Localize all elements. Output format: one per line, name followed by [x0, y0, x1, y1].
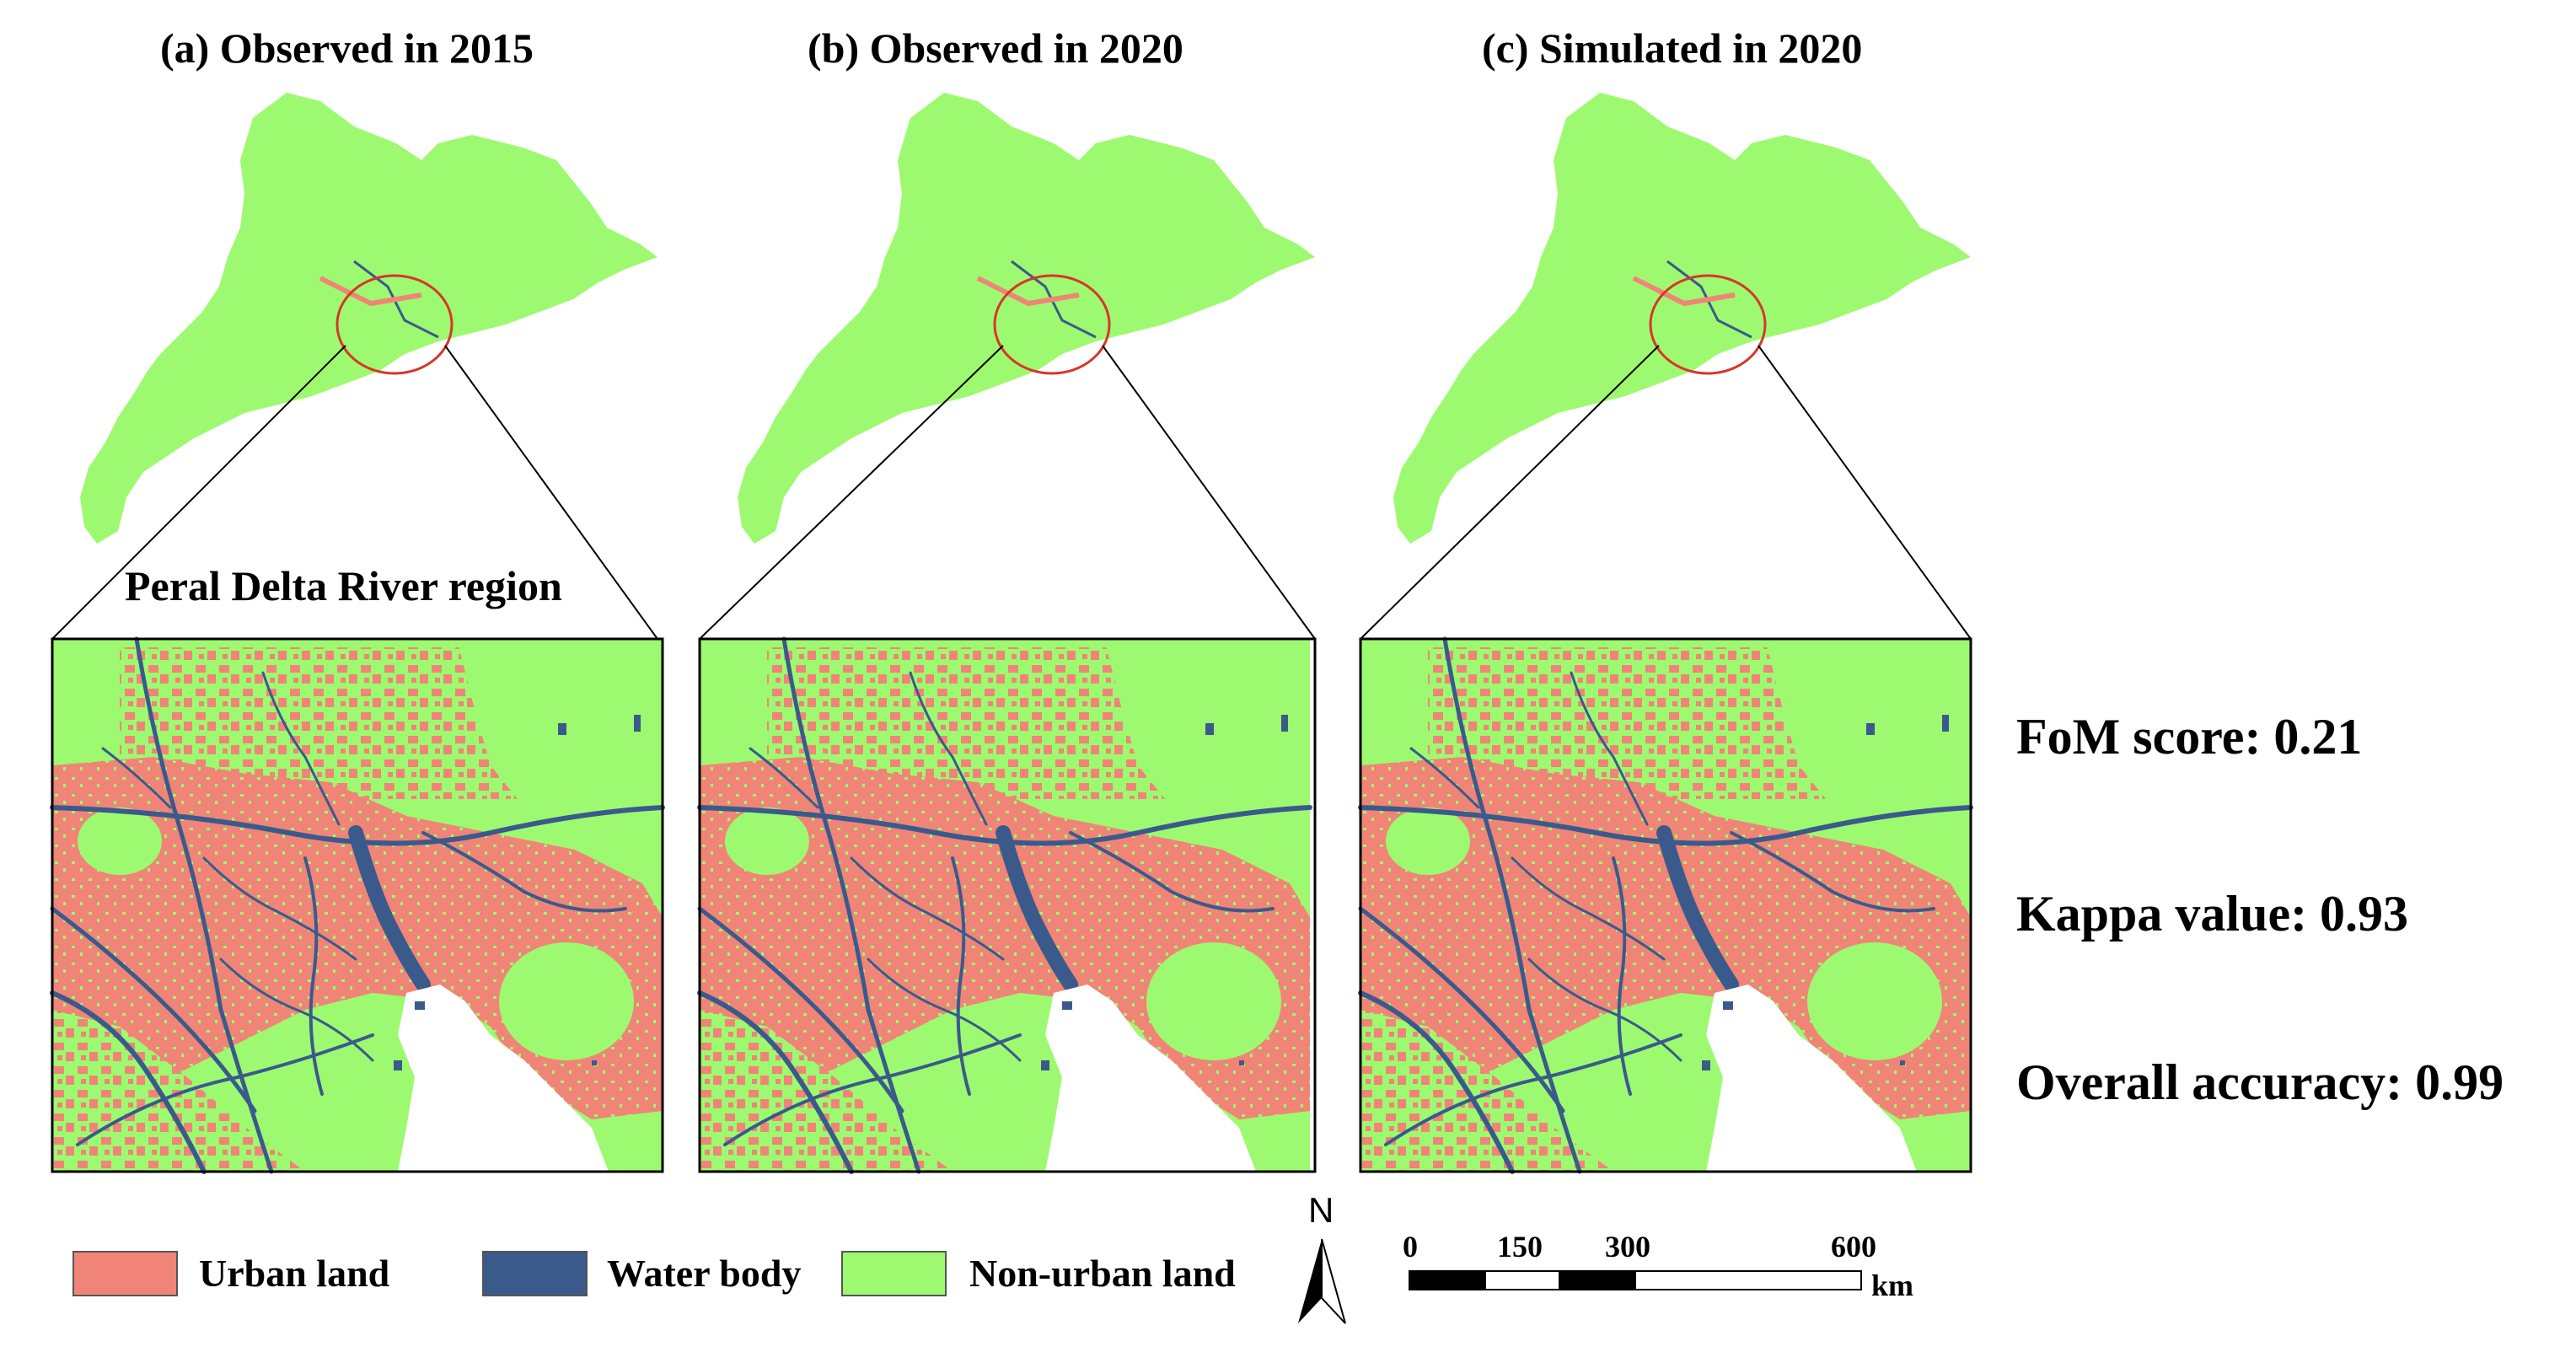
legend-swatch-nonurban: [841, 1251, 947, 1296]
scale-unit: km: [1871, 1269, 1914, 1302]
scale-tick-300: 300: [1605, 1230, 1650, 1263]
panel-title-c: (c) Simulated in 2020: [1482, 24, 1863, 72]
panel-title-b: (b) Observed in 2020: [808, 24, 1183, 72]
panel-b-delta-inset: [700, 639, 1315, 1172]
region-label: Peral Delta River region: [125, 562, 562, 609]
scale-tick-600: 600: [1831, 1230, 1876, 1263]
overall-accuracy: Overall accuracy: 0.99: [2016, 1054, 2504, 1110]
panel-a-province-map: [51, 93, 658, 640]
panel-c-delta-inset: [1360, 639, 1971, 1172]
panel-b-province-map: [699, 93, 1316, 640]
scale-tick-150: 150: [1497, 1230, 1543, 1263]
kappa-value: Kappa value: 0.93: [2016, 886, 2409, 942]
scale-bar: [1409, 1270, 1862, 1290]
highlight-circle: [1649, 274, 1767, 375]
highlight-circle: [335, 274, 453, 375]
legend-label-urban: Urban land: [199, 1252, 390, 1295]
legend-swatch-water: [482, 1251, 588, 1296]
north-label: N: [1308, 1190, 1334, 1230]
legend-swatch-urban: [72, 1251, 178, 1296]
legend-label-nonurban: Non-urban land: [969, 1252, 1236, 1295]
highlight-circle: [993, 274, 1111, 375]
fom-score: FoM score: 0.21: [2016, 709, 2363, 765]
panel-c-province-map: [1360, 93, 1972, 640]
scale-tick-0: 0: [1403, 1230, 1418, 1263]
panel-title-a: (a) Observed in 2015: [160, 24, 534, 72]
north-arrow-icon: [1298, 1238, 1346, 1324]
legend-label-water: Water body: [607, 1252, 802, 1295]
panel-a-delta-inset: [52, 639, 663, 1172]
